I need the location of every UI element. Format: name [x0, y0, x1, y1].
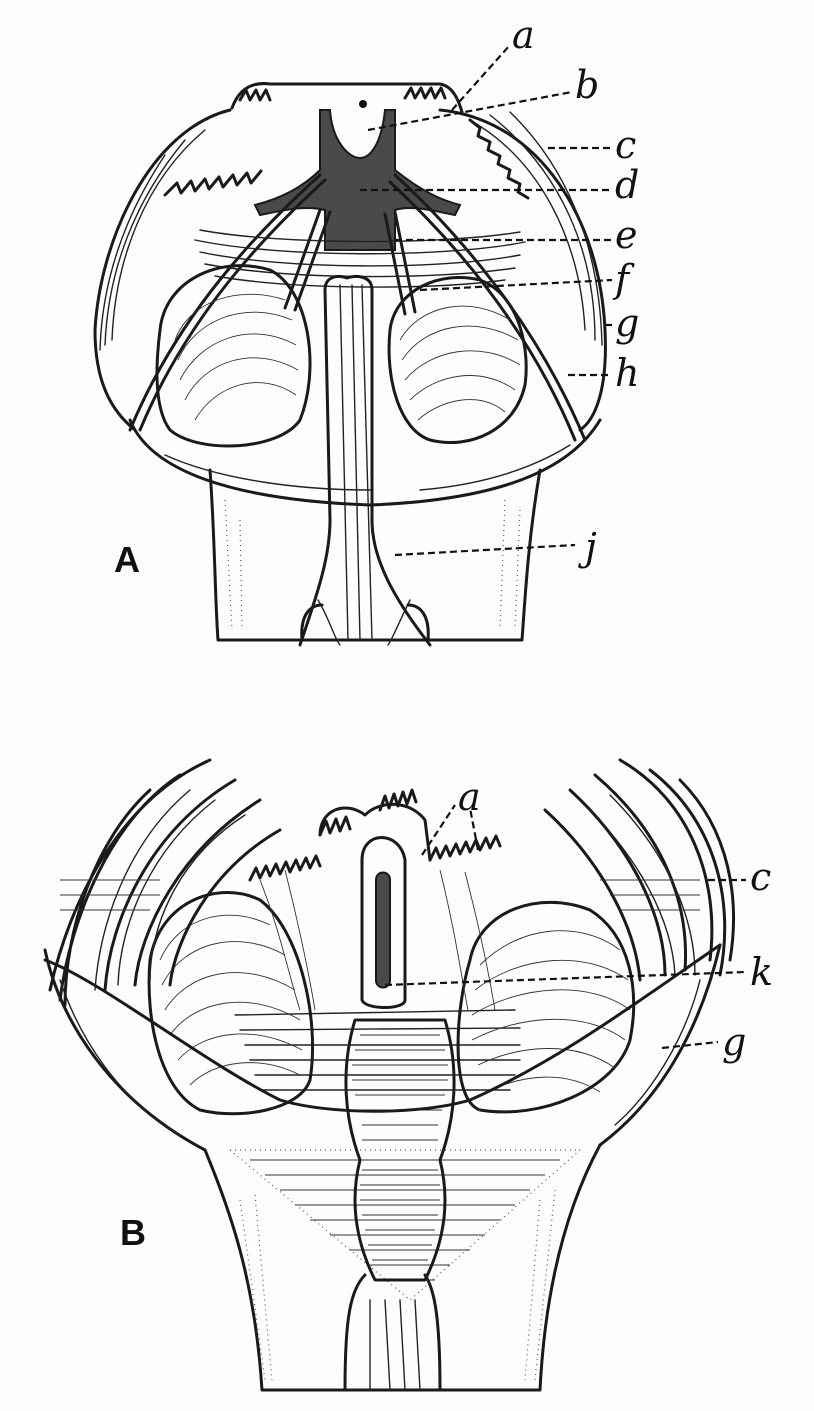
panel-a-labels: A a b c d e f g h j — [114, 13, 639, 580]
panel-label-a: A — [114, 539, 140, 580]
callout-h: h — [615, 351, 639, 395]
callout-k: k — [750, 950, 773, 994]
callout-c-bottom: c — [750, 855, 771, 899]
callout-j: j — [578, 525, 597, 569]
leader-lines — [360, 44, 747, 1050]
panel-label-b: B — [120, 1212, 146, 1253]
callout-a-top: a — [512, 13, 535, 57]
callout-f: f — [612, 257, 635, 301]
panel-b-labels: B a c k g — [120, 775, 773, 1253]
callout-g-bottom: g — [722, 1020, 746, 1064]
callout-a-bottom: a — [458, 775, 481, 819]
callout-g-top: g — [615, 301, 639, 345]
callout-e: e — [615, 213, 638, 257]
callout-b: b — [575, 63, 599, 107]
callout-d: d — [615, 163, 639, 207]
panel-b-drawing — [43, 758, 735, 1392]
callout-c-top: c — [615, 123, 636, 167]
panel-a-drawing — [93, 82, 607, 647]
